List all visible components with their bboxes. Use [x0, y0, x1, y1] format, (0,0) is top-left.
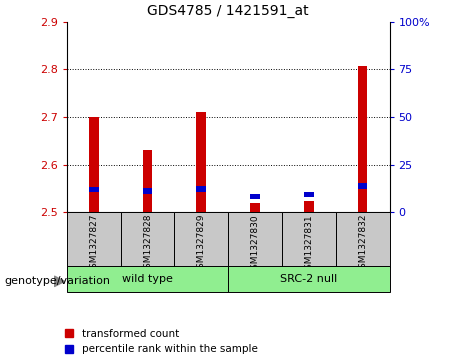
Text: GSM1327832: GSM1327832	[358, 214, 367, 274]
Bar	[196, 186, 206, 192]
Bar	[142, 150, 152, 212]
Text: wild type: wild type	[122, 274, 173, 284]
Bar	[304, 201, 313, 212]
Text: SRC-2 null: SRC-2 null	[280, 274, 337, 284]
Bar	[282, 212, 336, 267]
Bar	[142, 188, 152, 194]
Text: genotype/variation: genotype/variation	[5, 276, 111, 286]
Bar	[250, 203, 260, 212]
Text: GSM1327831: GSM1327831	[304, 214, 313, 275]
Text: GSM1327827: GSM1327827	[89, 214, 98, 274]
Title: GDS4785 / 1421591_at: GDS4785 / 1421591_at	[148, 4, 309, 18]
Bar	[304, 192, 313, 197]
Text: GSM1327830: GSM1327830	[251, 214, 260, 275]
Bar	[121, 212, 174, 267]
Legend: transformed count, percentile rank within the sample: transformed count, percentile rank withi…	[65, 329, 258, 354]
Bar	[336, 212, 390, 267]
Bar	[250, 194, 260, 199]
Text: GSM1327829: GSM1327829	[197, 214, 206, 274]
Bar	[196, 112, 206, 212]
Bar	[358, 66, 367, 212]
Bar	[67, 266, 228, 292]
Bar	[174, 212, 228, 267]
Bar	[67, 212, 121, 267]
Text: GSM1327828: GSM1327828	[143, 214, 152, 274]
Polygon shape	[54, 276, 65, 286]
Bar	[89, 117, 99, 212]
Bar	[228, 266, 390, 292]
Bar	[228, 212, 282, 267]
Bar	[89, 187, 99, 192]
Bar	[358, 183, 367, 189]
